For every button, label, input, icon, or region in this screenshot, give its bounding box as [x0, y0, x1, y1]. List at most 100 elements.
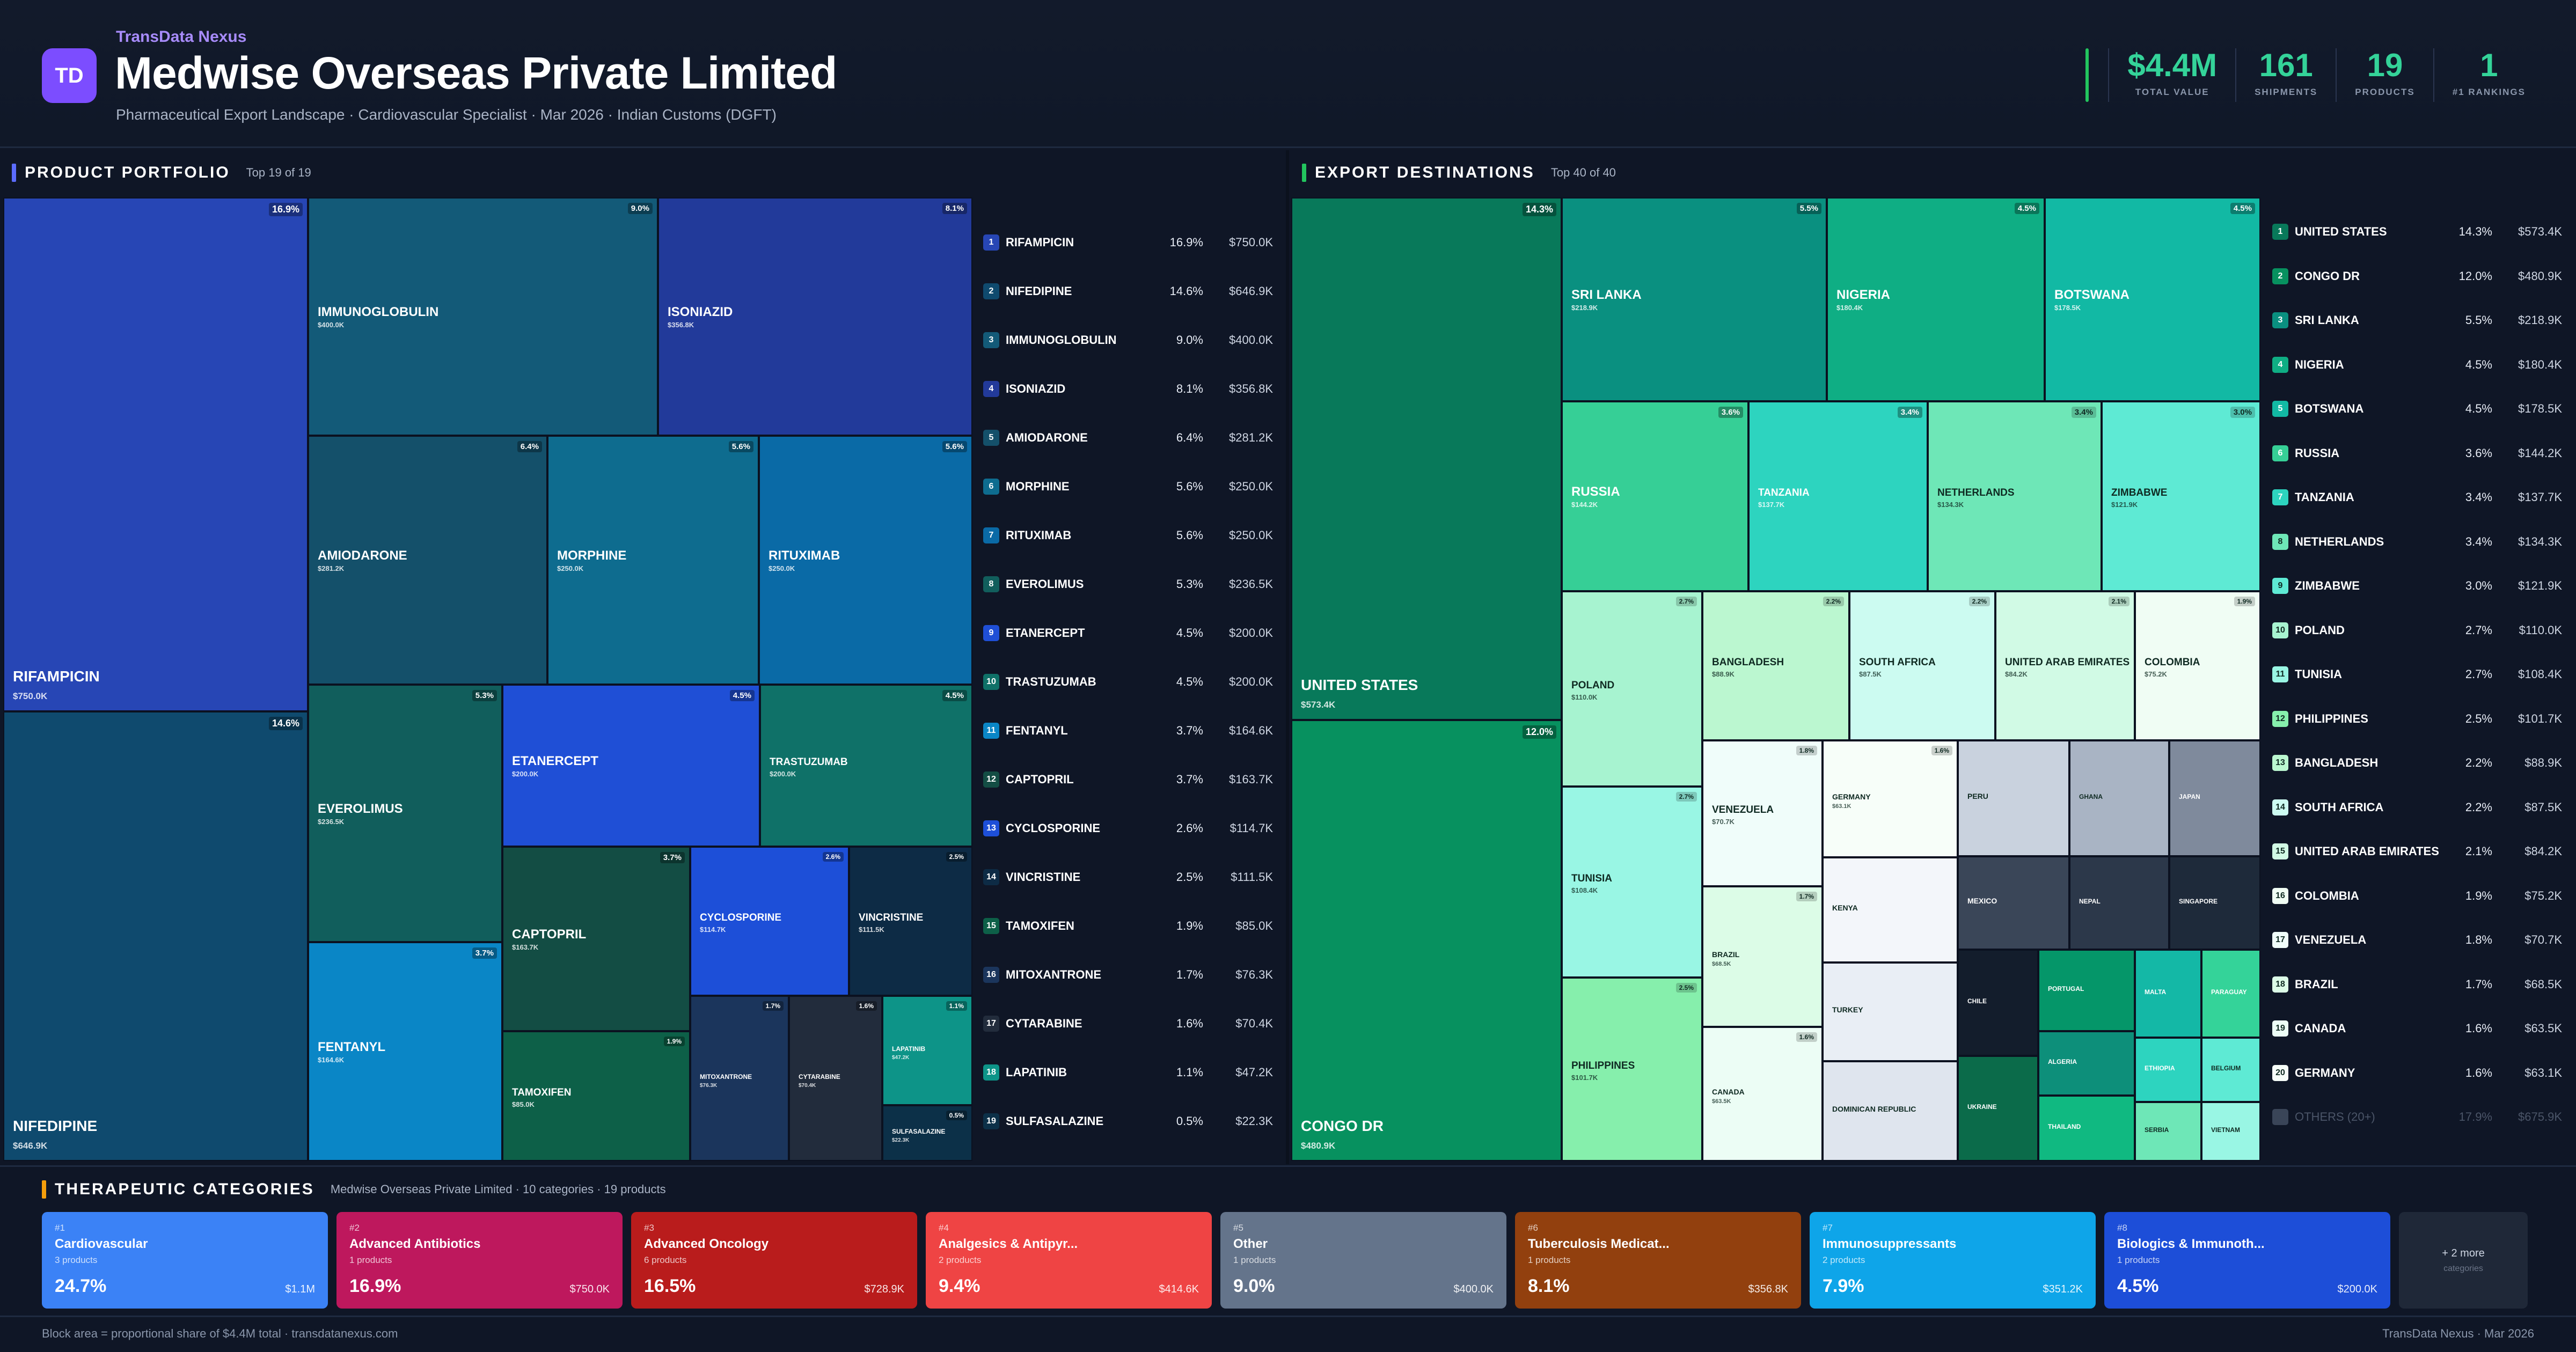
destination-tile-poland[interactable]: POLAND $110.0K 2.7%: [1562, 591, 1702, 787]
destination-tile-netherlands[interactable]: NETHERLANDS $134.3K 3.4%: [1928, 401, 2102, 591]
destination-tile-botswana[interactable]: BOTSWANA $178.5K 4.5%: [2045, 197, 2260, 401]
destination-tile-tanzania[interactable]: TANZANIA $137.7K 3.4%: [1748, 401, 1928, 591]
product-tile-fentanyl[interactable]: FENTANYL $164.6K 3.7%: [308, 942, 502, 1161]
destination-tile-turkey[interactable]: TURKEY: [1823, 962, 1958, 1061]
destination-tile-mexico[interactable]: MEXICO: [1958, 856, 2069, 950]
destination-tile-russia[interactable]: RUSSIA $144.2K 3.6%: [1562, 401, 1748, 591]
product-rank-row[interactable]: 19 SULFASALAZINE 0.5% $22.3K: [983, 1111, 1273, 1132]
destination-rank-row[interactable]: 11 TUNISIA 2.7% $108.4K: [2272, 664, 2562, 685]
destination-tile-nepal[interactable]: NEPAL: [2069, 856, 2169, 950]
product-rank-row[interactable]: 8 EVEROLIMUS 5.3% $236.5K: [983, 574, 1273, 595]
product-tile-vincristine[interactable]: VINCRISTINE $111.5K 2.5%: [849, 847, 972, 996]
destination-tile-malta[interactable]: MALTA: [2135, 950, 2201, 1038]
product-rank-row[interactable]: 4 ISONIAZID 8.1% $356.8K: [983, 378, 1273, 400]
destination-rank-row[interactable]: 12 PHILIPPINES 2.5% $101.7K: [2272, 708, 2562, 730]
destination-rank-row[interactable]: 10 POLAND 2.7% $110.0K: [2272, 620, 2562, 641]
category-card-other[interactable]: #5 Other 1 products 9.0% $400.0K: [1220, 1212, 1506, 1309]
destination-rank-row[interactable]: 16 COLOMBIA 1.9% $75.2K: [2272, 885, 2562, 907]
product-rank-row[interactable]: 14 VINCRISTINE 2.5% $111.5K: [983, 866, 1273, 888]
destination-tile-serbia[interactable]: SERBIA: [2135, 1102, 2201, 1161]
destination-tile-peru[interactable]: PERU: [1958, 740, 2069, 856]
destination-rank-row[interactable]: 14 SOUTH AFRICA 2.2% $87.5K: [2272, 797, 2562, 818]
destination-rank-row[interactable]: 18 BRAZIL 1.7% $68.5K: [2272, 974, 2562, 995]
destination-rank-row[interactable]: 15 UNITED ARAB EMIRATES 2.1% $84.2K: [2272, 841, 2562, 862]
category-card-advanced-oncology[interactable]: #3 Advanced Oncology 6 products 16.5% $728.9…: [631, 1212, 917, 1309]
destination-rank-row[interactable]: 2 CONGO DR 12.0% $480.9K: [2272, 266, 2562, 287]
destination-tile-nigeria[interactable]: NIGERIA $180.4K 4.5%: [1827, 197, 2045, 401]
destination-tile-belgium[interactable]: BELGIUM: [2201, 1038, 2260, 1102]
destination-tile-venezuela[interactable]: VENEZUELA $70.7K 1.8%: [1702, 740, 1823, 886]
destination-tile-germany[interactable]: GERMANY $63.1K 1.6%: [1823, 740, 1958, 857]
destination-rank-row[interactable]: 6 RUSSIA 3.6% $144.2K: [2272, 443, 2562, 464]
product-rank-row[interactable]: 15 TAMOXIFEN 1.9% $85.0K: [983, 915, 1273, 937]
destination-tile-thailand[interactable]: THAILAND: [2038, 1096, 2135, 1161]
product-tile-sulfasalazine[interactable]: SULFASALAZINE $22.3K 0.5%: [882, 1105, 972, 1161]
destination-rank-row[interactable]: 5 BOTSWANA 4.5% $178.5K: [2272, 398, 2562, 420]
category-card-advanced-antibiotics[interactable]: #2 Advanced Antibiotics 1 products 16.9% $75…: [336, 1212, 623, 1309]
product-tile-cyclosporine[interactable]: CYCLOSPORINE $114.7K 2.6%: [690, 847, 849, 996]
product-rank-row[interactable]: 16 MITOXANTRONE 1.7% $76.3K: [983, 964, 1273, 986]
category-card-immunosuppressants[interactable]: #7 Immunosuppressants 2 products 7.9% $351.2…: [1810, 1212, 2096, 1309]
product-tile-immunoglobulin[interactable]: IMMUNOGLOBULIN $400.0K 9.0%: [308, 197, 658, 436]
product-tile-everolimus[interactable]: EVEROLIMUS $236.5K 5.3%: [308, 685, 502, 942]
destination-tile-united-arab-emirates[interactable]: UNITED ARAB EMIRATES $84.2K 2.1%: [1995, 591, 2135, 740]
product-tile-amiodarone[interactable]: AMIODARONE $281.2K 6.4%: [308, 436, 547, 685]
product-rank-row[interactable]: 9 ETANERCEPT 4.5% $200.0K: [983, 622, 1273, 644]
destination-tile-ukraine[interactable]: UKRAINE: [1958, 1056, 2038, 1161]
category-card-tuberculosis-medicat[interactable]: #6 Tuberculosis Medicat... 1 products 8.1% $…: [1515, 1212, 1801, 1309]
destination-tile-dominican-republic[interactable]: DOMINICAN REPUBLIC: [1823, 1061, 1958, 1161]
product-rank-row[interactable]: 5 AMIODARONE 6.4% $281.2K: [983, 427, 1273, 449]
destination-rank-row[interactable]: 4 NIGERIA 4.5% $180.4K: [2272, 354, 2562, 376]
destination-rank-row[interactable]: 20 GERMANY 1.6% $63.1K: [2272, 1062, 2562, 1084]
product-rank-row[interactable]: 12 CAPTOPRIL 3.7% $163.7K: [983, 769, 1273, 790]
destination-tile-chile[interactable]: CHILE: [1958, 950, 2038, 1056]
product-tile-nifedipine[interactable]: NIFEDIPINE $646.9K 14.6%: [3, 711, 308, 1161]
destination-tile-zimbabwe[interactable]: ZIMBABWE $121.9K 3.0%: [2102, 401, 2260, 591]
destination-tile-japan[interactable]: JAPAN: [2169, 740, 2260, 856]
destination-rank-row[interactable]: 1 UNITED STATES 14.3% $573.4K: [2272, 221, 2562, 243]
destination-tile-congo-dr[interactable]: CONGO DR $480.9K 12.0%: [1291, 720, 1562, 1161]
destination-tile-brazil[interactable]: BRAZIL $68.5K 1.7%: [1702, 886, 1823, 1027]
product-rank-row[interactable]: 3 IMMUNOGLOBULIN 9.0% $400.0K: [983, 329, 1273, 351]
destination-tile-united-states[interactable]: UNITED STATES $573.4K 14.3%: [1291, 197, 1562, 720]
destination-rank-row[interactable]: 13 BANGLADESH 2.2% $88.9K: [2272, 752, 2562, 774]
product-tile-cytarabine[interactable]: CYTARABINE $70.4K 1.6%: [789, 996, 882, 1161]
destination-tile-tunisia[interactable]: TUNISIA $108.4K 2.7%: [1562, 787, 1702, 978]
product-rank-row[interactable]: 11 FENTANYL 3.7% $164.6K: [983, 720, 1273, 741]
destination-tile-philippines[interactable]: PHILIPPINES $101.7K 2.5%: [1562, 978, 1702, 1161]
product-rank-row[interactable]: 10 TRASTUZUMAB 4.5% $200.0K: [983, 671, 1273, 693]
destination-tile-portugal[interactable]: PORTUGAL: [2038, 950, 2135, 1031]
product-tile-captopril[interactable]: CAPTOPRIL $163.7K 3.7%: [502, 847, 690, 1031]
destination-tile-kenya[interactable]: KENYA: [1823, 857, 1958, 962]
destination-rank-row[interactable]: 19 CANADA 1.6% $63.5K: [2272, 1018, 2562, 1039]
product-rank-row[interactable]: 7 RITUXIMAB 5.6% $250.0K: [983, 525, 1273, 546]
destination-tile-singapore[interactable]: SINGAPORE: [2169, 856, 2260, 950]
product-rank-row[interactable]: 2 NIFEDIPINE 14.6% $646.9K: [983, 281, 1273, 302]
destination-tile-algeria[interactable]: ALGERIA: [2038, 1031, 2135, 1096]
product-tile-isoniazid[interactable]: ISONIAZID $356.8K 8.1%: [658, 197, 972, 436]
category-card-analgesics-antipyr[interactable]: #4 Analgesics & Antipyr... 2 products 9.4% $…: [926, 1212, 1212, 1309]
product-rank-row[interactable]: 18 LAPATINIB 1.1% $47.2K: [983, 1062, 1273, 1083]
destination-rank-row[interactable]: 8 NETHERLANDS 3.4% $134.3K: [2272, 531, 2562, 553]
destination-tile-bangladesh[interactable]: BANGLADESH $88.9K 2.2%: [1702, 591, 1849, 740]
product-tile-rifampicin[interactable]: RIFAMPICIN $750.0K 16.9%: [3, 197, 308, 711]
more-categories-card[interactable]: + 2 more categories: [2399, 1212, 2528, 1309]
product-rank-row[interactable]: 17 CYTARABINE 1.6% $70.4K: [983, 1013, 1273, 1034]
destination-rank-row[interactable]: 9 ZIMBABWE 3.0% $121.9K: [2272, 575, 2562, 597]
destination-tile-paraguay[interactable]: PARAGUAY: [2201, 950, 2260, 1038]
category-card-cardiovascular[interactable]: #1 Cardiovascular 3 products 24.7% $1.1M: [42, 1212, 328, 1309]
product-tile-mitoxantrone[interactable]: MITOXANTRONE $76.3K 1.7%: [690, 996, 789, 1161]
destination-tile-vietnam[interactable]: VIETNAM: [2201, 1102, 2260, 1161]
destination-tile-colombia[interactable]: COLOMBIA $75.2K 1.9%: [2135, 591, 2260, 740]
product-tile-lapatinib[interactable]: LAPATINIB $47.2K 1.1%: [882, 996, 972, 1105]
destination-rank-row[interactable]: 3 SRI LANKA 5.5% $218.9K: [2272, 310, 2562, 331]
destination-rank-row[interactable]: 7 TANZANIA 3.4% $137.7K: [2272, 487, 2562, 508]
category-card-biologics-immunoth[interactable]: #8 Biologics & Immunoth... 1 products 4.5% $…: [2104, 1212, 2390, 1309]
product-tile-trastuzumab[interactable]: TRASTUZUMAB $200.0K 4.5%: [760, 685, 972, 847]
destination-rank-row-others[interactable]: OTHERS (20+) 17.9% $675.9K: [2272, 1106, 2562, 1128]
destination-tile-south-africa[interactable]: SOUTH AFRICA $87.5K 2.2%: [1849, 591, 1995, 740]
destination-tile-ghana[interactable]: GHANA: [2069, 740, 2169, 856]
product-tile-morphine[interactable]: MORPHINE $250.0K 5.6%: [547, 436, 759, 685]
product-rank-row[interactable]: 1 RIFAMPICIN 16.9% $750.0K: [983, 232, 1273, 253]
product-rank-row[interactable]: 13 CYCLOSPORINE 2.6% $114.7K: [983, 818, 1273, 839]
